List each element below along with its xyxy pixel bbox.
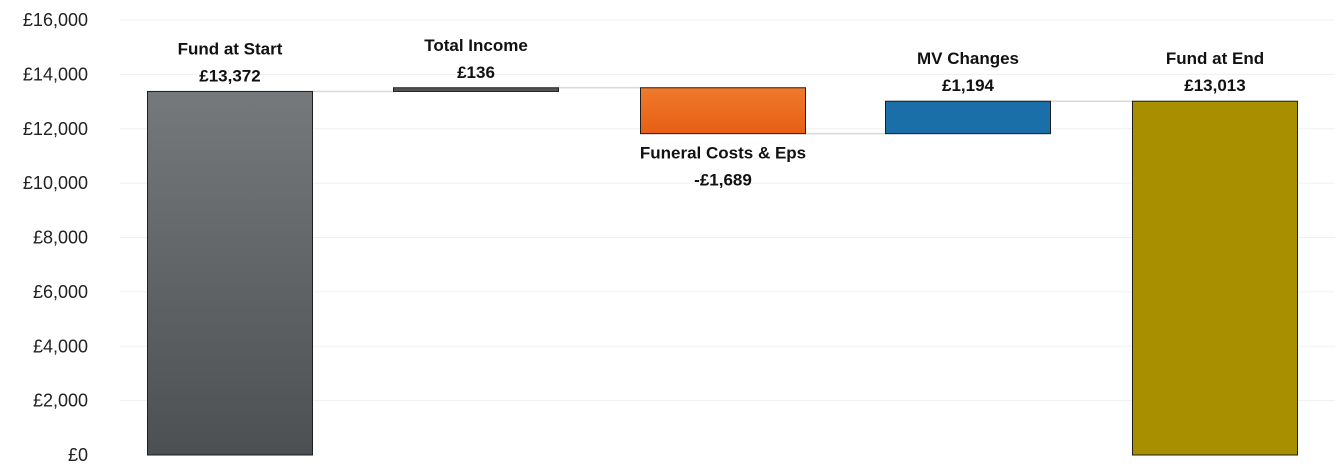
y-tick-label: £6,000 xyxy=(33,282,88,302)
y-tick-label: £10,000 xyxy=(23,173,88,193)
bar-fund-at-end xyxy=(1133,101,1298,455)
bar-category-label: Fund at Start xyxy=(178,39,283,58)
y-tick-label: £0 xyxy=(68,445,88,464)
bar-value-label: £13,372 xyxy=(199,66,260,85)
bar-value-label: £136 xyxy=(457,63,495,82)
y-tick-label: £16,000 xyxy=(23,10,88,30)
bar-category-label: Total Income xyxy=(424,36,528,55)
bar-category-label: Fund at End xyxy=(1166,49,1264,68)
y-tick-label: £12,000 xyxy=(23,119,88,139)
bar-value-label: £1,194 xyxy=(942,76,995,95)
y-tick-label: £2,000 xyxy=(33,391,88,411)
bar-category-label: MV Changes xyxy=(917,49,1019,68)
y-tick-label: £8,000 xyxy=(33,228,88,248)
bar-fund-at-start xyxy=(148,91,313,455)
bar-value-label: -£1,689 xyxy=(694,171,752,190)
y-axis: £0 £2,000 £4,000 £6,000 £8,000 £10,000 £12,000… xyxy=(23,10,88,464)
bar-mv-changes xyxy=(886,101,1051,133)
bar-value-label: £13,013 xyxy=(1184,76,1245,95)
y-tick-label: £4,000 xyxy=(33,336,88,356)
bar-total-income xyxy=(394,88,559,92)
bar-funeral-costs-eps xyxy=(641,88,806,134)
y-tick-label: £14,000 xyxy=(23,64,88,84)
bar-category-label: Funeral Costs & Eps xyxy=(640,144,806,163)
